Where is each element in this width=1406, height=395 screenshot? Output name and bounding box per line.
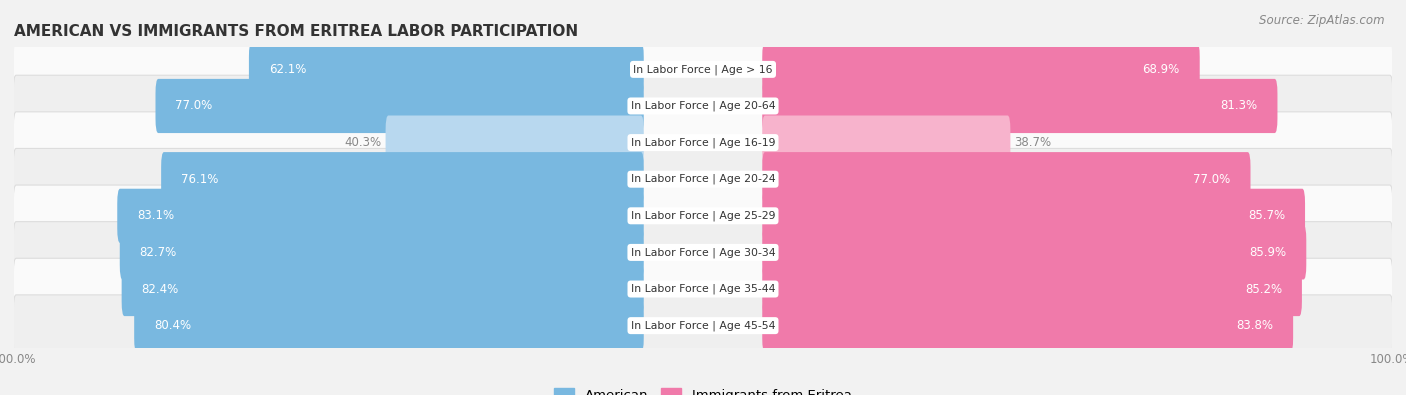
FancyBboxPatch shape bbox=[762, 262, 1302, 316]
Text: In Labor Force | Age 45-54: In Labor Force | Age 45-54 bbox=[631, 320, 775, 331]
FancyBboxPatch shape bbox=[14, 258, 1392, 320]
FancyBboxPatch shape bbox=[762, 299, 1294, 353]
Text: 83.1%: 83.1% bbox=[138, 209, 174, 222]
Text: 62.1%: 62.1% bbox=[269, 63, 307, 76]
FancyBboxPatch shape bbox=[134, 299, 644, 353]
Text: In Labor Force | Age 30-34: In Labor Force | Age 30-34 bbox=[631, 247, 775, 258]
FancyBboxPatch shape bbox=[249, 42, 644, 96]
FancyBboxPatch shape bbox=[156, 79, 644, 133]
Text: In Labor Force | Age 20-24: In Labor Force | Age 20-24 bbox=[631, 174, 775, 184]
Text: 38.7%: 38.7% bbox=[1015, 136, 1052, 149]
Text: In Labor Force | Age 35-44: In Labor Force | Age 35-44 bbox=[631, 284, 775, 294]
Text: In Labor Force | Age 16-19: In Labor Force | Age 16-19 bbox=[631, 137, 775, 148]
FancyBboxPatch shape bbox=[762, 152, 1250, 206]
Text: Source: ZipAtlas.com: Source: ZipAtlas.com bbox=[1260, 14, 1385, 27]
Text: 82.7%: 82.7% bbox=[139, 246, 177, 259]
FancyBboxPatch shape bbox=[14, 222, 1392, 283]
Text: 68.9%: 68.9% bbox=[1143, 63, 1180, 76]
Text: 76.1%: 76.1% bbox=[181, 173, 218, 186]
Text: In Labor Force | Age > 16: In Labor Force | Age > 16 bbox=[633, 64, 773, 75]
Text: 81.3%: 81.3% bbox=[1220, 100, 1257, 113]
Text: 77.0%: 77.0% bbox=[1194, 173, 1230, 186]
FancyBboxPatch shape bbox=[14, 39, 1392, 100]
Text: In Labor Force | Age 20-64: In Labor Force | Age 20-64 bbox=[631, 101, 775, 111]
FancyBboxPatch shape bbox=[762, 189, 1305, 243]
FancyBboxPatch shape bbox=[14, 185, 1392, 246]
FancyBboxPatch shape bbox=[117, 189, 644, 243]
FancyBboxPatch shape bbox=[14, 75, 1392, 137]
FancyBboxPatch shape bbox=[120, 225, 644, 280]
Text: 83.8%: 83.8% bbox=[1236, 319, 1274, 332]
Text: 80.4%: 80.4% bbox=[155, 319, 191, 332]
Text: 40.3%: 40.3% bbox=[344, 136, 381, 149]
Text: 82.4%: 82.4% bbox=[142, 282, 179, 295]
Text: 85.9%: 85.9% bbox=[1249, 246, 1286, 259]
FancyBboxPatch shape bbox=[762, 79, 1278, 133]
FancyBboxPatch shape bbox=[162, 152, 644, 206]
Text: 77.0%: 77.0% bbox=[176, 100, 212, 113]
Text: 85.7%: 85.7% bbox=[1249, 209, 1285, 222]
FancyBboxPatch shape bbox=[762, 42, 1199, 96]
Text: AMERICAN VS IMMIGRANTS FROM ERITREA LABOR PARTICIPATION: AMERICAN VS IMMIGRANTS FROM ERITREA LABO… bbox=[14, 24, 578, 39]
Legend: American, Immigrants from Eritrea: American, Immigrants from Eritrea bbox=[550, 383, 856, 395]
Text: 85.2%: 85.2% bbox=[1244, 282, 1282, 295]
FancyBboxPatch shape bbox=[385, 115, 644, 170]
FancyBboxPatch shape bbox=[762, 115, 1011, 170]
FancyBboxPatch shape bbox=[14, 112, 1392, 173]
FancyBboxPatch shape bbox=[14, 149, 1392, 210]
FancyBboxPatch shape bbox=[122, 262, 644, 316]
FancyBboxPatch shape bbox=[14, 295, 1392, 356]
FancyBboxPatch shape bbox=[762, 225, 1306, 280]
Text: In Labor Force | Age 25-29: In Labor Force | Age 25-29 bbox=[631, 211, 775, 221]
